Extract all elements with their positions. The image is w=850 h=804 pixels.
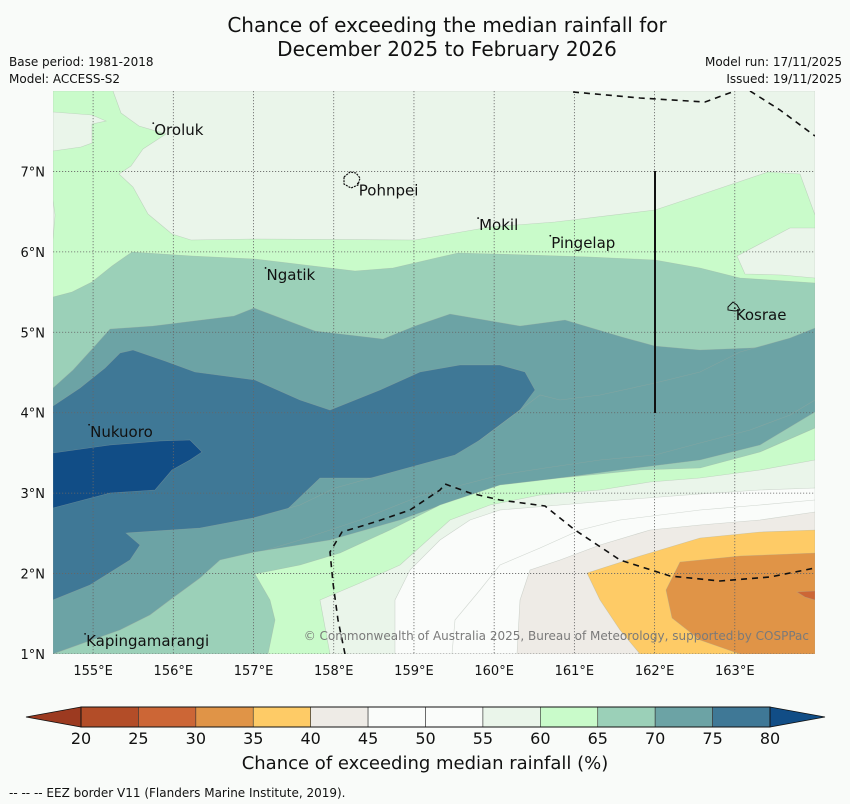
eez-footnote: -- -- -- EEZ border V11 (Flanders Marine…	[9, 786, 346, 800]
lon-tick-label: 157°E	[234, 664, 274, 679]
eez-border-south	[329, 483, 815, 654]
colorbar-segment	[310, 706, 369, 728]
map-overlays: Oroluk Pohnpei Mokil Pingelap Ngatik Kosrae Nu…	[84, 91, 815, 654]
colorbar-tick-label: 25	[128, 729, 149, 748]
lon-tick-label: 160°E	[474, 664, 514, 679]
contour-band-30	[665, 552, 815, 654]
island-marker	[477, 217, 480, 219]
eez-border-north	[572, 91, 815, 137]
colorbar-tick-label: 30	[185, 729, 206, 748]
lon-tick-label: 156°E	[154, 664, 194, 679]
colorbar-tick-label: 60	[530, 729, 551, 748]
colorbar-tick-label: 40	[300, 729, 321, 748]
colorbar-segment	[712, 706, 771, 728]
island-marker	[549, 234, 552, 237]
contour-band-over	[53, 439, 203, 509]
colorbar	[25, 706, 826, 728]
lat-tick-label: 6°N	[21, 246, 46, 261]
meta-left: Base period: 1981-2018 Model: ACCESS-S2	[9, 54, 154, 88]
lon-tick-label: 155°E	[73, 664, 113, 679]
colorbar-over-arrow	[769, 706, 826, 728]
issued-date: Issued: 19/11/2025	[726, 72, 842, 86]
lon-tick-label: 162°E	[635, 664, 675, 679]
colorbar-tick-label: 45	[357, 729, 379, 748]
island-marker	[84, 632, 86, 635]
colorbar-tick-label: 50	[415, 729, 436, 748]
colorbar-segment	[138, 706, 197, 728]
lat-tick-label: 3°N	[21, 487, 46, 502]
place-label-pohnpei: Pohnpei	[359, 181, 419, 199]
kosrae-island-outline	[727, 301, 741, 312]
lon-tick-label: 159°E	[394, 664, 434, 679]
place-label-pingelap: Pingelap	[551, 234, 615, 252]
island-marker	[88, 423, 90, 426]
lon-tick-label: 161°E	[555, 664, 595, 679]
place-label-nukuoro: Nukuoro	[90, 423, 153, 441]
colorbar-segment	[482, 706, 541, 728]
colorbar-segment	[252, 706, 311, 728]
copyright-text: © Commonwealth of Australia 2025, Bureau…	[304, 629, 809, 643]
colorbar-frame	[80, 706, 771, 728]
graticule	[53, 91, 815, 654]
colorbar-tick-label: 20	[70, 729, 92, 748]
colorbar-segment	[540, 706, 599, 728]
colorbar-under-arrow	[25, 706, 82, 728]
place-label-oroluk: Oroluk	[154, 121, 203, 139]
colorbar-tick-label: 35	[243, 729, 264, 748]
chart-title: Chance of exceeding the median rainfall …	[0, 13, 850, 61]
lat-tick-label: 1°N	[21, 648, 46, 663]
meta-right: Model run: 17/11/2025 Issued: 19/11/2025	[705, 54, 842, 88]
model-run: Model run: 17/11/2025	[704, 55, 842, 69]
place-label-kapingamarangi: Kapingamarangi	[86, 632, 209, 650]
colorbar-segment	[597, 706, 656, 728]
island-marker	[733, 307, 736, 310]
island-marker	[356, 182, 359, 185]
title-line-2: December 2025 to February 2026	[277, 37, 617, 61]
base-period: Base period: 1981-2018	[9, 55, 154, 69]
colorbar-segment	[80, 706, 139, 728]
place-label-ngatik: Ngatik	[267, 266, 316, 284]
lon-tick-label: 158°E	[314, 664, 354, 679]
place-label-mokil: Mokil	[479, 216, 518, 234]
axes: 155°E 156°E 157°E 158°E 159°E 160°E 161°E 162°E…	[21, 165, 755, 679]
colorbar-tick-label: 55	[472, 729, 494, 748]
colorbar-segment	[425, 706, 484, 728]
contour-band-25	[796, 590, 815, 601]
colorbar-tick-label: 70	[644, 729, 666, 748]
colorbar-segment	[654, 706, 713, 728]
colorbar-tick-label: 75	[702, 729, 723, 748]
colorbar-label: Chance of exceeding median rainfall (%)	[241, 753, 609, 774]
lat-tick-label: 4°N	[21, 407, 46, 422]
island-marker	[152, 122, 155, 125]
colorbar-tick-label: 65	[587, 729, 608, 748]
lon-tick-label: 163°E	[715, 664, 755, 679]
place-label-kosrae: Kosrae	[736, 306, 787, 324]
island-marker	[264, 267, 267, 269]
colorbar-segment	[367, 706, 426, 728]
contour-band-55	[736, 227, 815, 279]
title-line-1: Chance of exceeding the median rainfall …	[227, 13, 667, 37]
colorbar-segment	[195, 706, 254, 728]
colorbar-tick-label: 80	[759, 729, 781, 748]
model-name: Model: ACCESS-S2	[9, 72, 121, 86]
contour-fills	[53, 91, 815, 654]
lat-tick-label: 5°N	[21, 326, 46, 341]
lat-tick-label: 7°N	[21, 165, 46, 180]
lat-tick-label: 2°N	[21, 568, 46, 583]
